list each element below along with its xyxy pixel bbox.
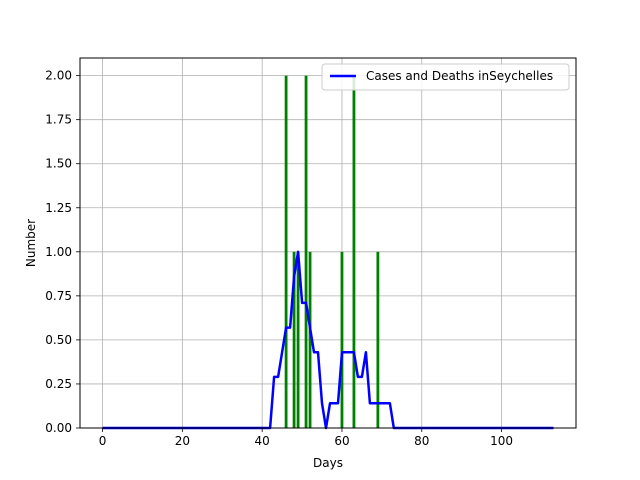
bar [340, 251, 344, 428]
y-tick-label: 1.75 [45, 113, 72, 127]
x-tick-label: 60 [334, 434, 349, 448]
series-lines [102, 250, 554, 430]
x-tick-label: 20 [175, 434, 190, 448]
x-tick-label: 80 [414, 434, 429, 448]
x-tick-label: 100 [490, 434, 513, 448]
legend: Cases and Deaths inSeychelles [321, 63, 570, 91]
series-line [102, 250, 554, 430]
x-axis-label: Days [313, 456, 343, 470]
plot-frame [79, 57, 577, 429]
bar [284, 75, 288, 428]
bar [308, 251, 312, 428]
y-tick-label: 0.00 [45, 421, 72, 435]
bar [292, 251, 296, 428]
y-axis-label: Number [24, 219, 38, 267]
x-tick-label: 40 [255, 434, 270, 448]
bar [352, 75, 356, 428]
bar [304, 75, 308, 428]
y-tick-label: 1.50 [45, 157, 72, 171]
legend-box [321, 63, 570, 91]
bar [296, 251, 300, 428]
y-tick-label: 1.25 [45, 201, 72, 215]
y-tick-label: 1.00 [45, 245, 72, 259]
y-tick-label: 0.75 [45, 289, 72, 303]
ticks: 0 20 40 60 80 100 0.00 0.25 0.50 0.75 1.00 1.25 1.50… [45, 69, 513, 448]
y-tick-label: 0.25 [45, 377, 72, 391]
y-tick-label: 0.50 [45, 333, 72, 347]
y-tick-label: 2.00 [45, 69, 72, 83]
bars [284, 75, 380, 428]
legend-label: Cases and Deaths inSeychelles [366, 69, 553, 83]
x-tick-label: 0 [99, 434, 107, 448]
bar [376, 251, 380, 428]
